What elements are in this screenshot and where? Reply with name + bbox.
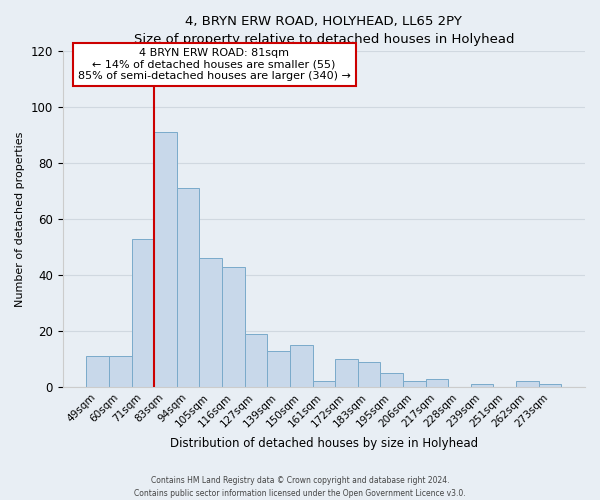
- Bar: [516, 382, 539, 387]
- Bar: [109, 356, 131, 387]
- Bar: [313, 382, 335, 387]
- Text: Contains HM Land Registry data © Crown copyright and database right 2024.
Contai: Contains HM Land Registry data © Crown c…: [134, 476, 466, 498]
- X-axis label: Distribution of detached houses by size in Holyhead: Distribution of detached houses by size …: [170, 437, 478, 450]
- Bar: [154, 132, 177, 387]
- Y-axis label: Number of detached properties: Number of detached properties: [15, 132, 25, 307]
- Bar: [471, 384, 493, 387]
- Bar: [177, 188, 199, 387]
- Bar: [335, 359, 358, 387]
- Bar: [245, 334, 267, 387]
- Bar: [131, 238, 154, 387]
- Bar: [222, 266, 245, 387]
- Bar: [380, 373, 403, 387]
- Text: 4 BRYN ERW ROAD: 81sqm
← 14% of detached houses are smaller (55)
85% of semi-det: 4 BRYN ERW ROAD: 81sqm ← 14% of detached…: [77, 48, 350, 81]
- Bar: [267, 350, 290, 387]
- Bar: [539, 384, 561, 387]
- Bar: [86, 356, 109, 387]
- Bar: [403, 382, 425, 387]
- Bar: [358, 362, 380, 387]
- Bar: [199, 258, 222, 387]
- Bar: [290, 345, 313, 387]
- Title: 4, BRYN ERW ROAD, HOLYHEAD, LL65 2PY
Size of property relative to detached house: 4, BRYN ERW ROAD, HOLYHEAD, LL65 2PY Siz…: [134, 15, 514, 46]
- Bar: [425, 378, 448, 387]
